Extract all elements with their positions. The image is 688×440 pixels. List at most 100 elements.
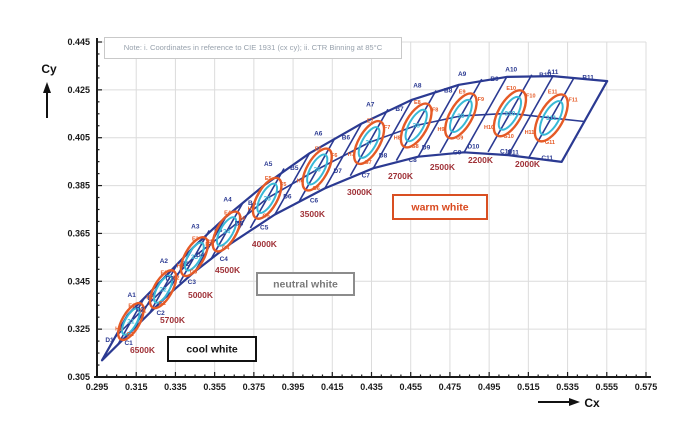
ellipse3-bin-label: 34 — [223, 229, 231, 236]
bin-cluster-3500K: A6 B6 C6 D6 E6 F6 G6 H6 36 3500K — [283, 130, 350, 218]
ellipse3-bin-label: 37 — [366, 140, 374, 147]
macadam-3step-ellipse — [404, 108, 428, 143]
quad-bin-label: D5 — [235, 220, 244, 227]
ellipse5-bin-label: G10 — [503, 134, 513, 140]
ellipse5-bin-label: F9 — [478, 97, 484, 103]
quad-bin-label: D10 — [467, 144, 479, 151]
quad-bin-label: D2 — [136, 306, 145, 313]
ellipse3-bin-label: 310 — [504, 111, 515, 118]
ellipse5-bin-label: G9 — [456, 136, 463, 142]
ellipse5-bin-label: F7 — [384, 125, 390, 131]
macadam-5step-ellipse — [444, 92, 478, 140]
neutral-white-label-box — [256, 272, 355, 296]
ellipse5-bin-label: G2 — [159, 301, 166, 307]
ellipse5-bin-label: H6 — [297, 178, 304, 184]
ellipse5-bin-label: F2 — [173, 275, 179, 281]
quad-bin-label: A6 — [314, 130, 323, 137]
quad-bin-label: A3 — [191, 223, 200, 230]
quad-bin-label: D3 — [166, 276, 175, 283]
quad-bin-label: A1 — [128, 292, 137, 299]
bin-cluster-3000K: A7 B7 C7 D7 E7 F7 G7 H7 37 3000K — [334, 102, 405, 197]
cct-label: 2700K — [388, 171, 414, 181]
ellipse5-bin-label: G6 — [312, 186, 319, 192]
quad-bin-label: D11 — [507, 150, 519, 157]
ellipse5-bin-label: E1 — [128, 304, 135, 310]
macadam-3step-ellipse — [497, 95, 523, 131]
macadam-3step-ellipse — [256, 182, 279, 214]
ellipse5-bin-label: E11 — [548, 89, 557, 95]
x-tick-label: 0.415 — [321, 382, 344, 392]
quad-bin-label: C5 — [260, 224, 269, 231]
y-tick-label: 0.365 — [67, 228, 90, 238]
ellipse3-bin-label: 311 — [546, 115, 557, 122]
ellipse5-bin-label: H9 — [437, 127, 444, 133]
quad-bin-label: B7 — [395, 106, 404, 113]
cluster-cross-line — [148, 264, 178, 314]
quad-bin-label: C9 — [453, 150, 462, 157]
ellipse5-bin-label: F5 — [280, 182, 286, 188]
macadam-3step-ellipse — [357, 126, 381, 159]
macadam-5step-ellipse — [492, 89, 528, 138]
ellipse5-bin-label: H7 — [348, 152, 355, 158]
quad-bin-label: C3 — [188, 279, 197, 286]
macadam-5step-ellipse — [251, 176, 283, 220]
ellipse5-bin-label: H11 — [525, 130, 535, 136]
x-tick-label: 0.495 — [478, 382, 501, 392]
note-text: Note: i. Coordinates in reference to CIE… — [123, 43, 383, 52]
ellipse5-bin-label: F10 — [526, 94, 535, 100]
quad-bin-label: D6 — [283, 193, 292, 200]
ellipse5-bin-label: G5 — [263, 213, 270, 219]
quad-bin-label: A7 — [366, 102, 375, 109]
bin-cluster-4500K: A4 B4 C4 D4 E4 F4 G4 H4 34 4500K — [196, 196, 257, 275]
ellipse5-bin-label: E3 — [192, 237, 199, 243]
y-axis-arrow-head — [43, 82, 51, 93]
ellipse5-bin-label: G8 — [411, 144, 418, 150]
ellipse5-bin-label: G1 — [126, 332, 133, 338]
cluster-cross-line — [439, 78, 483, 154]
quad-bin-label: C10 — [500, 149, 512, 156]
ellipse5-bin-label: F4 — [239, 216, 246, 222]
ellipse5-bin-label: H5 — [248, 206, 255, 212]
segment-boundary-line — [194, 216, 227, 272]
segment-boundary-line — [507, 75, 554, 156]
cct-label: 6500K — [130, 345, 156, 355]
quad-bin-label: A8 — [413, 83, 422, 90]
x-tick-label: 0.395 — [282, 382, 305, 392]
quad-bin-label: C11 — [541, 155, 553, 162]
x-tick-label: 0.355 — [203, 382, 226, 392]
macadam-3step-ellipse — [121, 307, 141, 336]
macadam-3step-ellipse — [538, 100, 564, 136]
quad-bin-label: C1 — [124, 340, 133, 347]
bin-cluster-2500K: A9 B9 C9 D9 E9 F9 G9 H9 39 2500K — [422, 71, 499, 172]
quad-bin-label: D7 — [334, 168, 343, 175]
quad-bin-label: A10 — [505, 67, 517, 74]
cct-label: 5000K — [188, 290, 214, 300]
quad-bin-label: B11 — [582, 75, 594, 82]
ellipse5-bin-label: E6 — [315, 146, 322, 152]
macadam-3step-ellipse — [449, 98, 473, 133]
cct-label: 4000K — [252, 239, 278, 249]
cct-label: 4500K — [215, 265, 241, 275]
ellipse3-bin-label: 33 — [191, 254, 199, 261]
bin-cluster-2000K: A11 B11 C11 D11 E11 F11 G11 H11 311 2000K — [507, 69, 594, 169]
ellipse5-bin-label: G7 — [364, 160, 371, 166]
macadam-3step-ellipse — [153, 274, 174, 304]
quad-bin-label: B5 — [290, 165, 299, 172]
ellipse3-bin-label: 39 — [457, 113, 465, 120]
x-tick-label: 0.335 — [164, 382, 187, 392]
ellipse5-bin-label: H4 — [208, 239, 216, 245]
quad-bin-label: D1 — [105, 337, 114, 344]
cool-white-label-text: cool white — [186, 344, 237, 356]
quad-bin-label: A2 — [160, 258, 169, 265]
cluster-cross-line — [395, 90, 437, 161]
ellipse5-bin-label: F3 — [205, 242, 211, 248]
ellipse5-bin-label: H2 — [146, 295, 153, 301]
ellipse5-bin-label: G4 — [222, 245, 230, 251]
neutral-white-label: neutral white — [256, 272, 355, 296]
segment-boundary-line — [274, 152, 311, 215]
quad-bin-label: A4 — [223, 196, 232, 203]
cluster-cross-line — [487, 74, 533, 153]
ellipse5-bin-label: E8 — [414, 100, 421, 106]
quad-bin-label: D4 — [196, 252, 205, 259]
